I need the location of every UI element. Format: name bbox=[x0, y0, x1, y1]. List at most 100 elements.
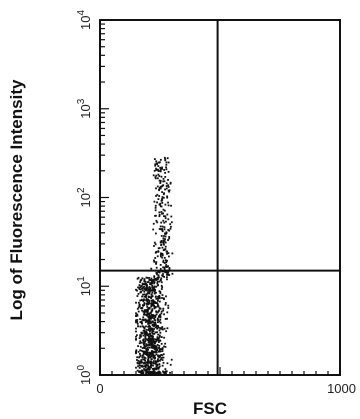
data-point bbox=[161, 354, 164, 357]
data-point bbox=[137, 359, 140, 362]
data-point bbox=[148, 299, 151, 302]
data-point bbox=[166, 157, 169, 160]
data-point bbox=[155, 367, 158, 370]
data-point bbox=[155, 169, 158, 171]
data-point bbox=[149, 325, 151, 328]
data-point bbox=[141, 369, 144, 372]
data-point bbox=[154, 340, 156, 343]
data-point bbox=[163, 180, 166, 183]
data-point bbox=[168, 267, 171, 270]
data-point bbox=[145, 369, 148, 372]
data-point bbox=[161, 201, 164, 204]
data-point bbox=[157, 321, 159, 324]
data-point bbox=[142, 334, 145, 337]
data-point bbox=[154, 321, 157, 324]
data-point bbox=[151, 329, 154, 331]
data-point bbox=[138, 342, 141, 345]
data-point bbox=[153, 245, 155, 247]
data-point bbox=[156, 282, 159, 285]
data-point bbox=[150, 352, 153, 354]
data-point bbox=[158, 307, 161, 310]
data-point bbox=[166, 259, 168, 262]
data-point bbox=[140, 307, 143, 309]
data-point bbox=[153, 341, 155, 344]
data-point bbox=[136, 322, 139, 325]
data-point bbox=[156, 367, 159, 370]
data-point bbox=[153, 362, 156, 365]
data-point bbox=[135, 330, 137, 333]
data-point bbox=[153, 325, 155, 328]
data-point bbox=[143, 298, 145, 301]
data-point bbox=[140, 285, 143, 288]
data-point bbox=[157, 354, 160, 357]
data-point bbox=[161, 225, 164, 228]
data-point bbox=[170, 358, 173, 361]
data-point bbox=[165, 231, 168, 234]
data-point bbox=[154, 316, 157, 319]
data-point bbox=[155, 345, 158, 348]
data-point bbox=[161, 254, 164, 257]
data-point bbox=[157, 198, 160, 201]
data-point bbox=[140, 332, 143, 335]
data-point bbox=[137, 293, 140, 295]
data-point bbox=[143, 340, 146, 343]
data-point bbox=[161, 246, 164, 249]
data-point bbox=[164, 368, 167, 370]
data-point bbox=[161, 350, 164, 352]
data-point bbox=[156, 359, 159, 362]
data-point bbox=[155, 326, 158, 329]
data-point bbox=[139, 318, 141, 321]
data-point bbox=[135, 319, 137, 322]
data-point bbox=[143, 362, 146, 364]
data-point bbox=[155, 250, 158, 253]
data-point bbox=[153, 286, 156, 288]
data-point bbox=[150, 317, 152, 320]
data-point bbox=[147, 348, 150, 351]
data-point bbox=[135, 327, 137, 330]
data-point bbox=[155, 363, 158, 366]
data-point bbox=[142, 329, 145, 332]
data-point bbox=[164, 217, 167, 220]
data-point bbox=[159, 166, 162, 169]
data-point bbox=[159, 354, 161, 357]
data-point bbox=[155, 278, 157, 280]
data-point bbox=[146, 338, 148, 341]
data-point bbox=[135, 338, 137, 341]
data-point bbox=[148, 332, 151, 335]
data-point bbox=[167, 204, 170, 207]
data-point bbox=[139, 299, 142, 302]
data-point bbox=[149, 362, 152, 365]
data-point bbox=[140, 359, 143, 361]
data-point bbox=[143, 311, 146, 313]
data-point bbox=[139, 364, 142, 367]
data-point bbox=[160, 277, 163, 280]
data-point bbox=[157, 305, 160, 308]
data-point bbox=[157, 338, 160, 340]
data-point bbox=[153, 322, 156, 324]
data-point bbox=[140, 321, 143, 324]
data-point bbox=[150, 355, 153, 357]
data-point bbox=[148, 286, 151, 289]
data-point bbox=[162, 361, 165, 364]
data-point bbox=[164, 265, 167, 268]
data-point bbox=[147, 312, 149, 315]
data-point bbox=[152, 289, 154, 291]
data-point bbox=[137, 345, 139, 348]
data-point bbox=[143, 288, 146, 290]
data-point bbox=[135, 315, 138, 318]
data-point bbox=[163, 345, 165, 348]
data-point bbox=[162, 241, 165, 244]
data-point bbox=[158, 213, 161, 216]
data-point bbox=[154, 163, 157, 166]
data-point bbox=[164, 345, 167, 348]
data-point bbox=[153, 287, 155, 290]
data-point bbox=[163, 192, 165, 195]
data-point bbox=[140, 299, 143, 301]
data-point bbox=[155, 232, 157, 235]
data-point bbox=[159, 225, 162, 228]
data-point bbox=[149, 340, 152, 343]
data-point bbox=[136, 359, 138, 361]
y-axis-minor-ticks bbox=[100, 19, 109, 376]
data-point bbox=[163, 243, 165, 246]
